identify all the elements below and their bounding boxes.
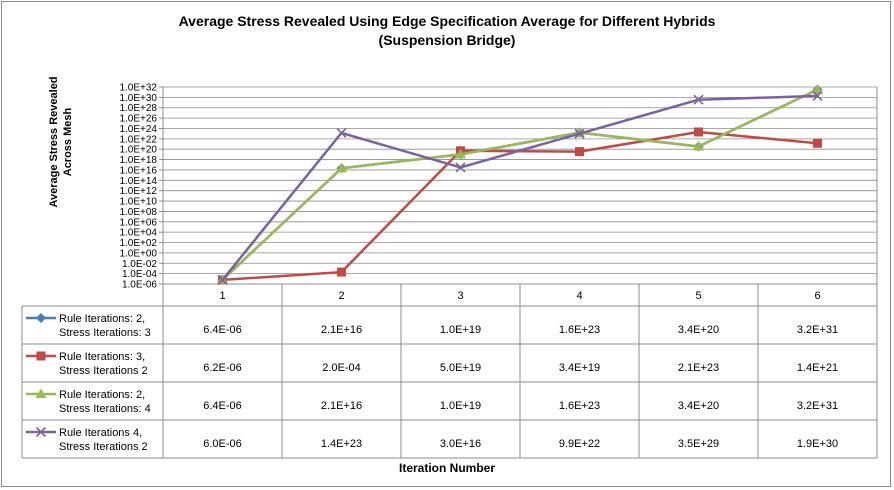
gridlines — [163, 86, 877, 285]
table-cell-value: 3.4E+20 — [678, 400, 719, 412]
data-point — [693, 140, 704, 151]
legend-label: Stress Iterations 2 — [59, 441, 148, 453]
legend-key-marker — [35, 388, 47, 398]
table-cell-value: 1.0E+19 — [440, 400, 481, 412]
series-line — [222, 130, 818, 282]
x-tick-label: 5 — [695, 290, 701, 302]
y-tick-label: 1.0E+22 — [119, 134, 157, 145]
table-cell-value: 1.0E+19 — [440, 324, 481, 336]
data-point — [813, 138, 822, 148]
table-cell-value: 1.6E+23 — [559, 324, 600, 336]
chart-title-line-2: (Suspension Bridge) — [378, 32, 516, 48]
data-point — [812, 90, 823, 101]
data-point — [812, 84, 823, 94]
series-line — [221, 94, 818, 281]
legend-key-marker — [36, 351, 46, 361]
data-point — [574, 128, 585, 139]
table-cell-value: 3.0E+16 — [440, 438, 481, 450]
table-cell-value: 3.2E+31 — [797, 400, 838, 412]
y-tick-label: 1.0E-02 — [122, 259, 157, 270]
table-cell-value: 2.0E-04 — [322, 362, 361, 374]
series-4 — [217, 90, 823, 286]
table-cell-value: 6.0E-06 — [203, 438, 242, 450]
data-point — [693, 94, 704, 105]
axes: 1.0E-061.0E-041.0E-021.0E+001.0E+021.0E+… — [119, 83, 820, 303]
data-point — [336, 162, 347, 173]
y-tick-label: 1.0E-04 — [122, 269, 157, 280]
y-tick-label: 1.0E+24 — [119, 124, 157, 135]
legend-label: Rule Iterations 4, — [59, 427, 142, 439]
legend-label: Stress Iterations: 3 — [59, 327, 151, 339]
data-point — [217, 274, 228, 286]
y-tick-label: 1.0E-06 — [122, 280, 157, 291]
y-tick-label: 1.0E+02 — [119, 238, 157, 249]
table-cell-value: 2.1E+16 — [321, 324, 362, 336]
table-cell-value: 3.5E+29 — [678, 438, 719, 450]
table-cell-value: 6.2E-06 — [203, 362, 242, 374]
chart-title: Average Stress Revealed Using Edge Speci… — [0, 12, 894, 50]
data-point — [455, 148, 466, 159]
legend-key-marker — [35, 426, 47, 438]
data-point — [336, 127, 347, 138]
table-cell-value: 5.0E+19 — [440, 362, 481, 374]
legend-label: Stress Iterations: 4 — [59, 403, 151, 415]
y-tick-label: 1.0E+00 — [119, 248, 157, 259]
x-tick-label: 4 — [576, 290, 582, 302]
table-cell-value: 2.1E+16 — [321, 400, 362, 412]
data-point — [455, 162, 466, 173]
y-tick-label: 1.0E+32 — [119, 83, 157, 94]
series-1 — [217, 84, 823, 285]
legend-label: Rule Iterations: 2, — [59, 389, 145, 401]
table-cell-value: 6.4E-06 — [203, 400, 242, 412]
x-axis-label: Iteration Number — [398, 461, 495, 475]
table-cell-value: 2.1E+23 — [678, 362, 719, 374]
y-tick-label: 1.0E+06 — [119, 217, 157, 228]
y-tick-label: 1.0E+14 — [119, 176, 157, 187]
y-tick-label: 1.0E+30 — [119, 93, 157, 104]
y-tick-label: 1.0E+28 — [119, 103, 157, 114]
chart-title-line-1: Average Stress Revealed Using Edge Speci… — [178, 13, 716, 29]
data-point — [694, 127, 703, 137]
table-cell-value: 1.4E+21 — [797, 362, 838, 374]
y-tick-label: 1.0E+16 — [119, 165, 157, 176]
legend-label: Stress Iterations 2 — [59, 365, 148, 377]
data-point — [575, 147, 584, 157]
y-tick-label: 1.0E+08 — [119, 207, 157, 218]
series-3 — [217, 84, 823, 284]
x-tick-label: 1 — [219, 290, 225, 302]
y-tick-label: 1.0E+12 — [119, 186, 157, 197]
table-cell-value: 3.4E+19 — [559, 362, 600, 374]
data-point — [337, 267, 346, 277]
table-cell-value: 9.9E+22 — [559, 438, 600, 450]
x-tick-label: 3 — [457, 290, 463, 302]
data-table: Rule Iterations: 2, Stress Iterations: 3 6… — [21, 87, 878, 459]
legend-label: Rule Iterations: 2, — [59, 313, 145, 325]
table-cell-value: 1.6E+23 — [559, 400, 600, 412]
y-tick-label: 1.0E+18 — [119, 155, 157, 166]
legend-key-marker — [36, 313, 46, 323]
y-tick-label: 1.0E+10 — [119, 197, 157, 208]
y-tick-label: 1.0E+20 — [119, 145, 157, 156]
table-cell-value: 3.2E+31 — [797, 324, 838, 336]
series-lines — [217, 84, 823, 286]
legend-label: Rule Iterations: 3, — [59, 351, 145, 363]
x-tick-label: 2 — [338, 290, 344, 302]
table-cell-value: 1.9E+30 — [797, 438, 838, 450]
table-cell-value: 6.4E-06 — [203, 324, 242, 336]
y-tick-label: 1.0E+04 — [119, 228, 157, 239]
series-line — [221, 88, 819, 281]
y-tick-label: 1.0E+26 — [119, 114, 157, 125]
x-tick-label: 6 — [814, 290, 820, 302]
table-cell-value: 3.4E+20 — [678, 324, 719, 336]
table-cell-value: 1.4E+23 — [321, 438, 362, 450]
